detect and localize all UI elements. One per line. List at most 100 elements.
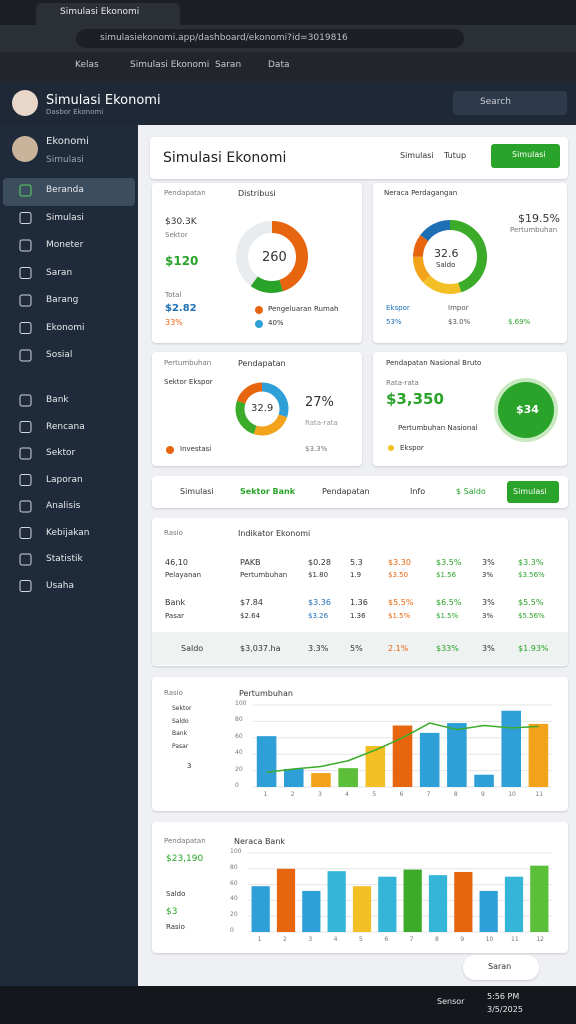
label: 32.6 (434, 247, 459, 260)
label: $3 (166, 907, 178, 917)
label: 3% (482, 612, 494, 620)
label: Total (165, 291, 182, 299)
bar (501, 710, 522, 787)
donut-segment (236, 221, 308, 293)
nav-icon (19, 527, 32, 539)
label: Pendapatan (164, 837, 206, 845)
label: $34 (516, 403, 539, 416)
label: Bank (172, 730, 188, 737)
label: 5.3 (350, 558, 363, 567)
label: Rencana (46, 421, 85, 432)
y-tick-label: 100 (230, 848, 242, 855)
label: $3,350 (386, 390, 444, 408)
y-tick-label: 40 (230, 895, 238, 903)
label: Sektor (165, 231, 188, 239)
bar (504, 876, 524, 932)
label: Pendapatan (164, 189, 206, 197)
tab-button[interactable] (507, 481, 559, 503)
x-tick-label: 4 (345, 791, 349, 798)
nav-icon (19, 184, 32, 197)
label: 53% (386, 318, 402, 326)
bar (403, 869, 422, 932)
label: Neraca Bank (234, 837, 286, 846)
label: Simulasi (512, 150, 546, 159)
x-tick-label: 3 (308, 936, 313, 943)
label: 3% (482, 558, 495, 567)
bar (419, 732, 440, 787)
bar (276, 868, 296, 932)
label: $3.56% (518, 571, 545, 579)
nav-icon (19, 580, 32, 592)
bar (311, 773, 331, 787)
label: Distribusi (238, 189, 276, 198)
label: Saran (215, 60, 242, 70)
card (152, 183, 362, 343)
sidebar (0, 125, 138, 986)
label: Saldo (172, 717, 189, 725)
primary-button[interactable] (491, 144, 560, 168)
label: 1.9 (350, 571, 362, 579)
label: Rasio (164, 689, 183, 697)
url-field[interactable] (76, 29, 464, 48)
label: Pelayanan (165, 571, 202, 579)
label: Sektor (46, 448, 76, 458)
label: simulasiekonomi.app/dashboard/ekonomi?id… (100, 33, 348, 43)
label: Laporan (46, 474, 83, 485)
x-tick-label: 8 (435, 936, 439, 943)
label: Kebijakan (46, 527, 90, 538)
bar (302, 890, 321, 932)
label: Investasi (180, 445, 212, 453)
label: $19.5% (518, 212, 560, 225)
y-tick-label: 60 (230, 879, 238, 887)
x-tick-label: 6 (384, 936, 389, 943)
label: Pasar (172, 742, 189, 750)
label: $3.5% (436, 558, 462, 567)
x-tick-label: 6 (399, 791, 404, 798)
bar (474, 774, 494, 787)
label: Pendapatan (322, 487, 370, 496)
label: Sensor (437, 997, 465, 1006)
bar (251, 886, 270, 932)
x-tick-label: 4 (333, 936, 338, 943)
label: 5% (350, 644, 363, 653)
label: $5.56% (518, 612, 545, 620)
label: 2.1% (388, 644, 409, 653)
chart-card (152, 677, 568, 811)
chat-button[interactable] (463, 955, 539, 980)
label: $1.5% (436, 612, 459, 620)
nav-icon (19, 267, 32, 279)
label: $2.82 (165, 303, 197, 314)
tab[interactable] (36, 3, 180, 25)
search-box[interactable] (453, 91, 567, 115)
label: Usaha (46, 580, 75, 591)
bar (352, 886, 372, 932)
bar (530, 865, 549, 932)
nav-icon (19, 394, 32, 407)
label: Saldo (436, 261, 456, 269)
bar (327, 871, 346, 932)
label: Saldo (181, 644, 204, 653)
label: $7.84 (240, 598, 263, 607)
label: Pertumbuhan (239, 689, 293, 698)
y-tick-label: 80 (235, 716, 243, 724)
x-tick-label: 3 (317, 791, 322, 798)
bar (365, 746, 386, 787)
nav-icon (19, 553, 32, 566)
x-tick-label: 9 (460, 936, 465, 943)
label: Rata-rata (305, 419, 338, 427)
donut-segment (235, 382, 289, 436)
label: $ Saldo (456, 487, 486, 496)
y-tick-label: 60 (235, 732, 243, 740)
nav-active[interactable] (3, 178, 135, 206)
x-tick-label: 11 (511, 936, 519, 943)
x-tick-label: 1 (257, 936, 262, 943)
tabs (152, 476, 568, 508)
x-tick-label: 11 (535, 791, 544, 798)
label: Sektor Ekspor (164, 378, 213, 386)
legend-dot (255, 320, 263, 328)
x-tick-label: 2 (283, 936, 287, 943)
bar (479, 890, 498, 932)
label: 46,10 (165, 558, 188, 567)
label: $3.26 (308, 612, 329, 620)
